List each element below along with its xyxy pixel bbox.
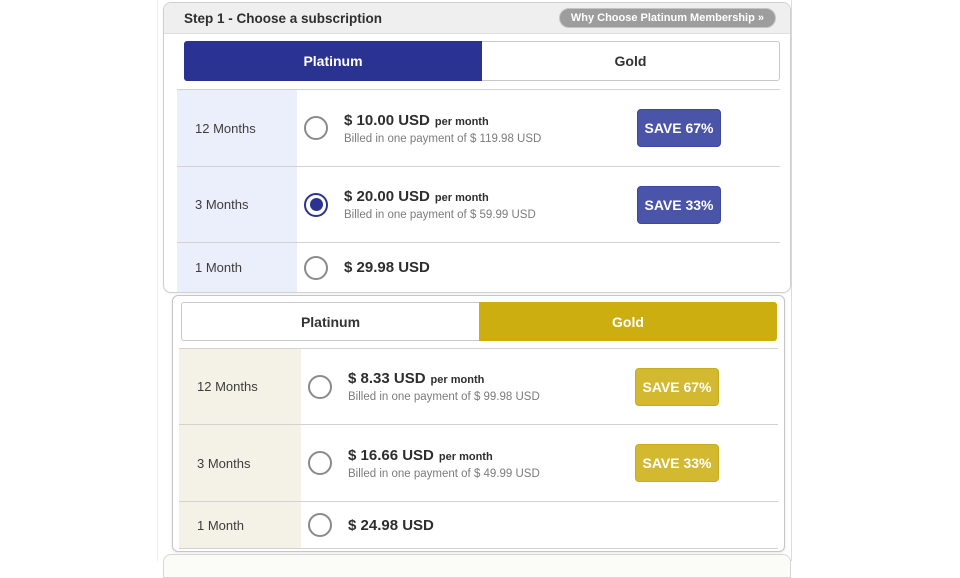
billed-note: Billed in one payment of $ 59.99 USD	[344, 209, 536, 221]
tab-gold[interactable]: Gold	[479, 302, 777, 341]
pricing-row-platinum-1-month[interactable]: 1 Month $ 29.98 USD	[177, 243, 780, 293]
content-column: Step 1 - Choose a subscription Why Choos…	[157, 0, 792, 578]
price-label: $ 24.98 USD	[348, 516, 434, 534]
plan-tabbar-platinum-panel: Platinum Gold	[184, 41, 780, 81]
save-badge: SAVE 33%	[637, 185, 721, 224]
per-month-label: per month	[438, 450, 493, 463]
duration-label: 1 Month	[179, 502, 301, 548]
pricing-row-platinum-12-months[interactable]: 12 Months $ 10.00 USD per month Billed i…	[177, 90, 780, 167]
pricing-row-gold-3-months[interactable]: 3 Months $ 16.66 USD per month Billed in…	[179, 425, 778, 502]
price-label: $ 29.98 USD	[344, 259, 430, 276]
per-month-label: per month	[434, 115, 489, 128]
price-label: $ 10.00 USD	[344, 111, 430, 129]
pricing-row-platinum-3-months[interactable]: 3 Months $ 20.00 USD per month Billed in…	[177, 167, 780, 243]
per-month-label: per month	[434, 192, 489, 204]
billed-note: Billed in one payment of $ 119.98 USD	[344, 132, 542, 145]
price-label: $ 20.00 USD	[344, 188, 430, 205]
radio-platinum-1-month[interactable]	[304, 255, 328, 280]
pricing-row-gold-12-months[interactable]: 12 Months $ 8.33 USD per month Billed in…	[179, 349, 778, 425]
tab-platinum[interactable]: Platinum	[184, 41, 482, 81]
gold-subscription-panel: Platinum Gold 12 Months $ 8.33 USD per m…	[172, 295, 785, 552]
duration-label: 3 Months	[177, 167, 297, 242]
per-month-label: per month	[430, 374, 485, 386]
billed-note: Billed in one payment of $ 99.98 USD	[348, 391, 540, 403]
step-title: Step 1 - Choose a subscription	[184, 10, 383, 26]
tab-gold[interactable]: Gold	[482, 41, 780, 81]
radio-gold-1-month[interactable]	[308, 513, 332, 537]
tab-platinum[interactable]: Platinum	[181, 302, 479, 341]
step-header: Step 1 - Choose a subscription Why Choos…	[164, 3, 790, 34]
duration-label: 1 Month	[177, 243, 297, 292]
platinum-subscription-panel: Step 1 - Choose a subscription Why Choos…	[163, 2, 791, 293]
plan-tabbar-gold-panel: Platinum Gold	[181, 302, 777, 341]
price-label: $ 8.33 USD	[348, 370, 426, 387]
radio-gold-12-months[interactable]	[308, 374, 332, 399]
duration-label: 3 Months	[179, 425, 301, 501]
duration-label: 12 Months	[179, 349, 301, 424]
billed-note: Billed in one payment of $ 49.99 USD	[348, 467, 540, 480]
radio-platinum-12-months[interactable]	[304, 116, 328, 140]
price-label: $ 16.66 USD	[348, 446, 434, 464]
save-badge: SAVE 67%	[635, 367, 719, 406]
save-badge: SAVE 33%	[635, 444, 719, 482]
duration-label: 12 Months	[177, 90, 297, 166]
gold-pricing-table: 12 Months $ 8.33 USD per month Billed in…	[179, 348, 778, 549]
platinum-pricing-table: 12 Months $ 10.00 USD per month Billed i…	[177, 89, 780, 293]
save-badge: SAVE 67%	[637, 109, 721, 147]
why-choose-platinum-badge[interactable]: Why Choose Platinum Membership »	[558, 8, 776, 28]
radio-gold-3-months[interactable]	[308, 451, 332, 475]
radio-platinum-3-months[interactable]	[304, 192, 328, 217]
pricing-row-gold-1-month[interactable]: 1 Month $ 24.98 USD	[179, 502, 778, 549]
next-step-panel-peek	[163, 554, 791, 578]
